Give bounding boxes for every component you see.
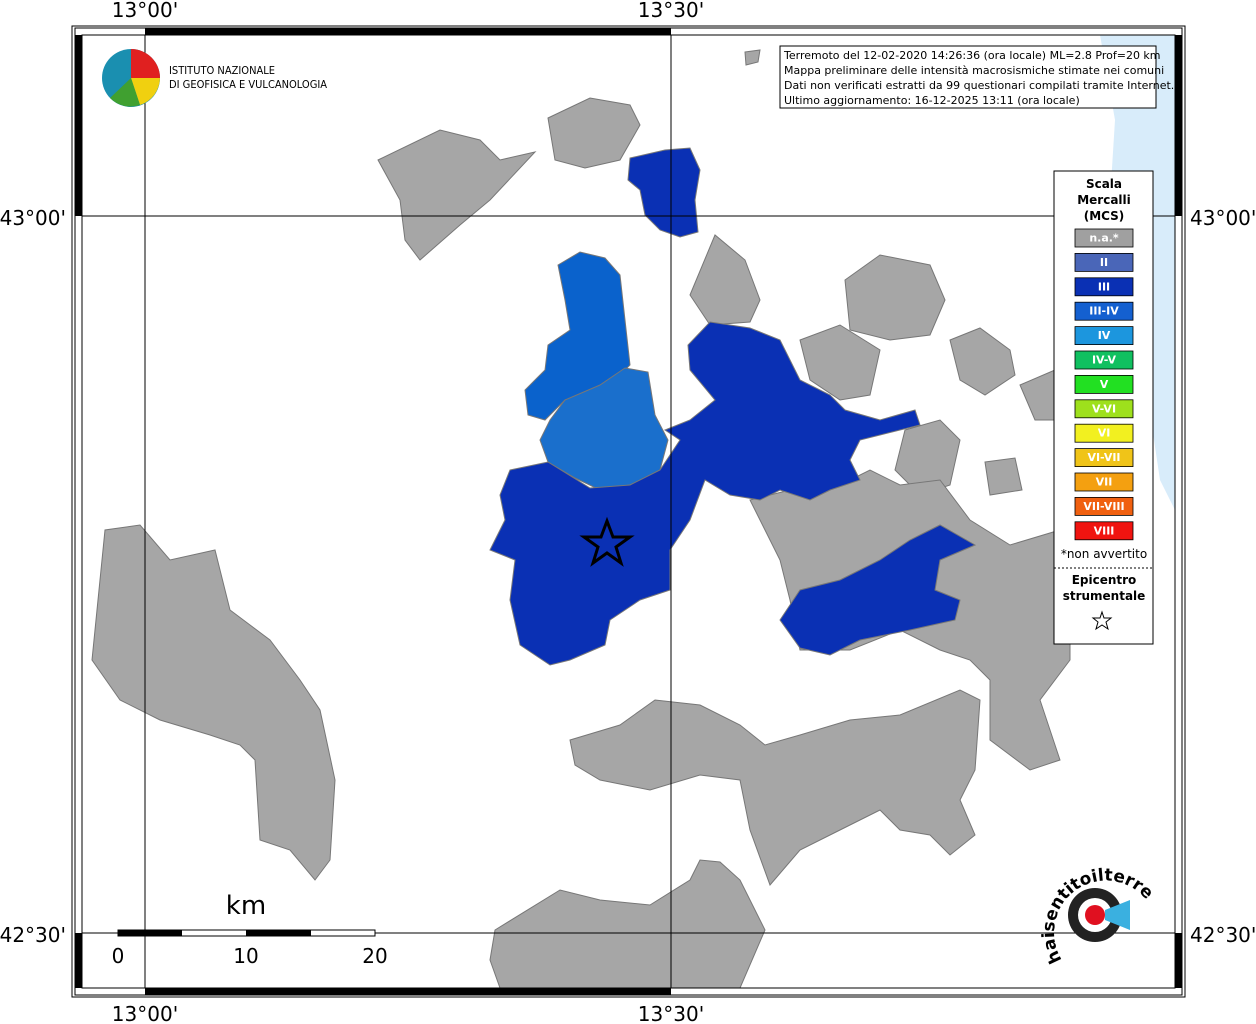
epicenter <box>579 516 635 567</box>
lon-label: 13°00' <box>112 0 178 22</box>
lat-label: 42°30' <box>1190 923 1256 947</box>
legend-epicenter: Epicentro <box>1072 573 1137 587</box>
info-line: Terremoto del 12-02-2020 14:26:36 (ora l… <box>783 49 1161 62</box>
legend-label: IV <box>1098 329 1111 342</box>
info-box: Terremoto del 12-02-2020 14:26:36 (ora l… <box>779 45 1174 109</box>
scale-label: 0 <box>112 944 125 968</box>
legend-swatch <box>1074 228 1134 248</box>
logo-text: ISTITUTO NAZIONALE <box>169 64 275 77</box>
lat-label: 43°00' <box>0 206 66 230</box>
legend-note: *non avvertito <box>1061 547 1147 561</box>
lon-label: 13°30' <box>638 0 704 22</box>
scale-label: 10 <box>233 944 258 968</box>
legend-swatch <box>1074 350 1134 370</box>
felt-regions <box>489 147 977 666</box>
lon-label: 13°00' <box>112 1002 178 1024</box>
legend: Scala Mercalli (MCS) *non avvertito Epic… <box>1053 170 1154 645</box>
legend-title: Mercalli <box>1077 193 1131 207</box>
legend-label: II <box>1100 256 1108 269</box>
legend-title: (MCS) <box>1084 209 1125 223</box>
legend-swatch <box>1074 326 1134 346</box>
legend-label: III-IV <box>1089 305 1119 318</box>
lon-label: 13°30' <box>638 1002 704 1024</box>
scale-bar: km 0 10 20 <box>112 891 388 968</box>
legend-swatch <box>1074 496 1134 516</box>
legend-label: VII <box>1096 476 1113 489</box>
legend-swatch <box>1074 399 1134 419</box>
scale-label: 20 <box>362 944 387 968</box>
info-line: Dati non verificati estratti da 99 quest… <box>784 79 1174 92</box>
legend-swatch <box>1074 301 1134 321</box>
legend-label: VII-VIII <box>1083 500 1124 513</box>
scale-unit: km <box>226 891 266 921</box>
legend-swatch <box>1074 472 1134 492</box>
legend-swatch <box>1074 448 1134 468</box>
lat-label: 42°30' <box>0 923 66 947</box>
legend-swatch <box>1074 521 1134 541</box>
legend-swatch <box>1074 277 1134 297</box>
ingv-logo: ISTITUTO NAZIONALE DI GEOFISICA E VULCAN… <box>102 49 327 107</box>
legend-label: VIII <box>1094 524 1115 537</box>
legend-label: VI-VII <box>1087 451 1120 464</box>
legend-label: III <box>1098 280 1110 293</box>
legend-label: n.a.* <box>1089 232 1119 245</box>
legend-swatch <box>1074 252 1134 272</box>
frame <box>71 25 1186 998</box>
legend-label: V <box>1100 378 1109 391</box>
logo-text: DI GEOFISICA E VULCANOLOGIA <box>169 78 327 91</box>
legend-title: Scala <box>1086 177 1122 191</box>
legend-swatch <box>1074 374 1134 394</box>
legend-label: VI <box>1098 427 1111 440</box>
legend-label: V-VI <box>1092 402 1116 415</box>
legend-swatch <box>1074 423 1134 443</box>
info-line: Ultimo aggiornamento: 16-12-2025 13:11 (… <box>784 94 1080 107</box>
legend-epicenter: strumentale <box>1063 589 1146 603</box>
info-line: Mappa preliminare delle intensità macros… <box>784 64 1164 77</box>
lat-label: 43°00' <box>1190 206 1256 230</box>
legend-label: IV-V <box>1092 354 1117 367</box>
